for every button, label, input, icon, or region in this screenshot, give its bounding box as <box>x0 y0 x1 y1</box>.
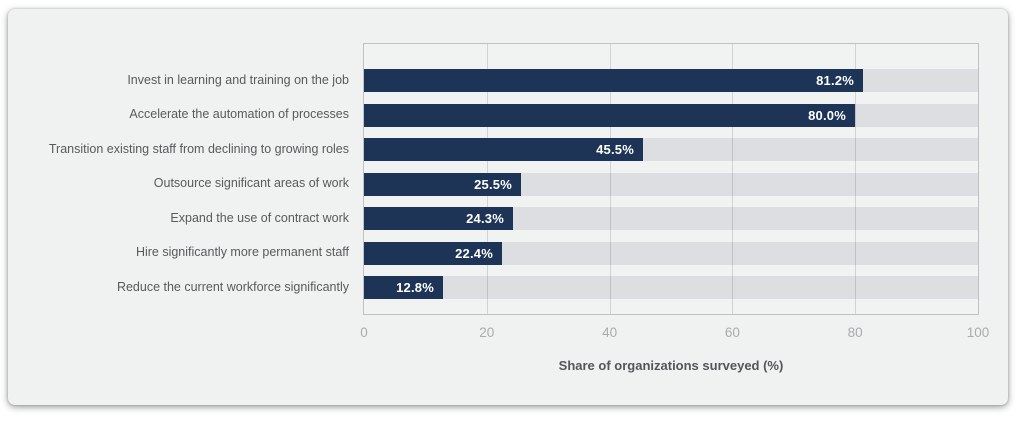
bar: 12.8% <box>364 276 443 299</box>
x-tick-label: 40 <box>602 325 618 340</box>
x-axis-title: Share of organizations surveyed (%) <box>558 358 784 373</box>
bar-value-label: 22.4% <box>455 245 493 261</box>
bar-value-label: 24.3% <box>466 211 504 226</box>
category-label: Reduce the current workforce significant… <box>116 279 349 294</box>
bar: 22.4% <box>364 241 502 265</box>
bar: 24.3% <box>364 207 513 230</box>
x-tick-label: 80 <box>847 325 863 340</box>
gridline <box>610 44 611 314</box>
bar-track <box>364 276 978 299</box>
gridline <box>855 44 856 314</box>
bar-value-label: 12.8% <box>396 280 434 295</box>
gridline <box>732 44 733 314</box>
bar-track <box>364 207 978 230</box>
bar-value-label: 25.5% <box>474 176 512 192</box>
bar-value-label: 80.0% <box>808 107 846 123</box>
bar: 80.0% <box>364 103 855 127</box>
bar-value-label: 45.5% <box>596 142 634 157</box>
x-tick-label: 60 <box>724 325 740 340</box>
bar: 81.2% <box>364 69 863 92</box>
category-label: Expand the use of contract work <box>170 210 349 225</box>
category-label: Transition existing staff from declining… <box>48 141 349 156</box>
category-label: Accelerate the automation of processes <box>129 107 349 121</box>
x-tick-label: 100 <box>966 325 990 340</box>
bar-track <box>364 241 978 265</box>
bar-value-label: 81.2% <box>816 73 854 88</box>
category-label: Outsource significant areas of work <box>153 176 349 190</box>
x-tick-label: 20 <box>479 325 495 340</box>
category-label: Invest in learning and training on the j… <box>127 72 349 87</box>
bar: 25.5% <box>364 172 521 196</box>
chart-card: Invest in learning and training on the j… <box>8 9 1008 405</box>
plot-area: 81.2% 80.0% 45.5% 25.5% 24.3% 22.4% 12.8% <box>363 43 979 315</box>
x-tick-label: 0 <box>360 325 368 340</box>
bar: 45.5% <box>364 138 643 161</box>
category-label: Hire significantly more permanent staff <box>135 245 349 259</box>
